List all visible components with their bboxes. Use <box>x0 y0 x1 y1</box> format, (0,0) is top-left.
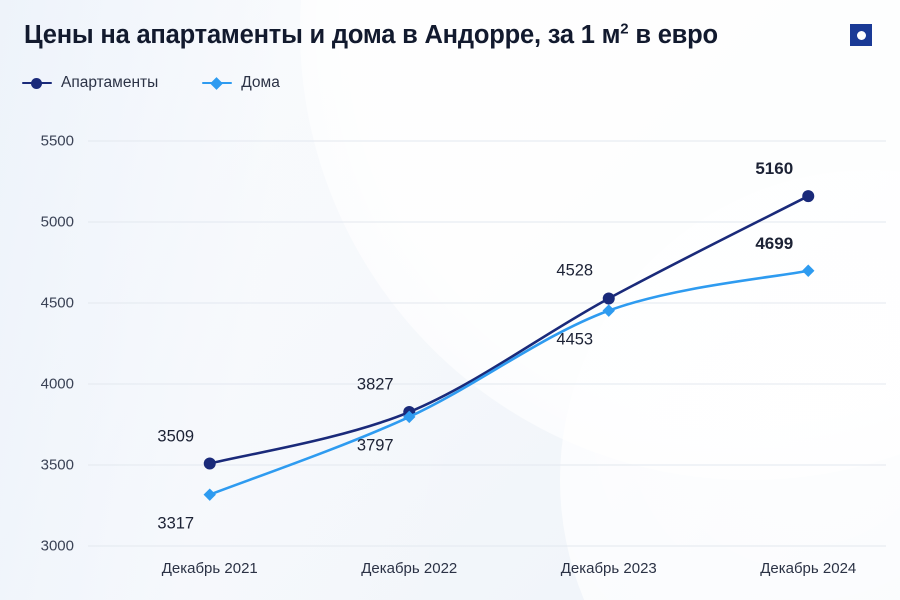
legend-marker-circle-icon <box>22 76 52 90</box>
x-axis-tick-label: Декабрь 2024 <box>760 560 857 577</box>
data-point-value-label: 3509 <box>157 427 195 446</box>
x-axis-tick-label: Декабрь 2022 <box>361 560 458 577</box>
y-axis-tick-label: 5500 <box>40 132 74 150</box>
legend-marker-diamond-icon <box>202 76 233 90</box>
y-axis-tick-label: 4500 <box>40 294 74 312</box>
data-point-value-label: 4699 <box>755 233 794 253</box>
legend-item-houses[interactable]: Дома <box>202 74 280 92</box>
legend-label-houses: Дома <box>241 74 280 91</box>
y-axis-tick-label: 5000 <box>40 213 74 231</box>
chart-legend: Апартаменты Дома <box>22 74 280 92</box>
chart-title: Цены на апартаменты и дома в Андорре, за… <box>24 21 718 50</box>
y-axis-tick-label: 3000 <box>40 537 74 555</box>
data-point-value-label: 5160 <box>755 159 794 179</box>
x-axis-tick-label: Декабрь 2023 <box>560 560 657 577</box>
y-axis: 3000 3500 4000 4500 5000 5500 <box>0 0 74 600</box>
data-point-value-label: 3797 <box>356 436 394 455</box>
legend-label-apartments: Апартаменты <box>61 74 159 91</box>
chart-header: Цены на апартаменты и дома в Андорре, за… <box>24 14 876 56</box>
x-axis-tick-label: Декабрь 2021 <box>161 560 258 577</box>
legend-item-apartments[interactable]: Апартаменты <box>22 74 158 92</box>
data-point-value-label: 4528 <box>556 261 594 280</box>
square-dot-icon[interactable] <box>850 24 872 46</box>
chart-title-superscript: 2 <box>620 20 629 37</box>
chart-title-main: Цены на апартаменты и дома в Андорре, за… <box>24 20 621 49</box>
y-axis-tick-label: 3500 <box>40 456 74 474</box>
data-point-value-label: 3827 <box>356 375 394 394</box>
data-point-value-label: 4453 <box>556 330 594 349</box>
y-axis-tick-label: 4000 <box>40 375 74 393</box>
logo-inner-dot <box>856 30 866 40</box>
data-point-value-label: 3317 <box>157 514 195 533</box>
chart-title-tail: в евро <box>628 20 718 49</box>
